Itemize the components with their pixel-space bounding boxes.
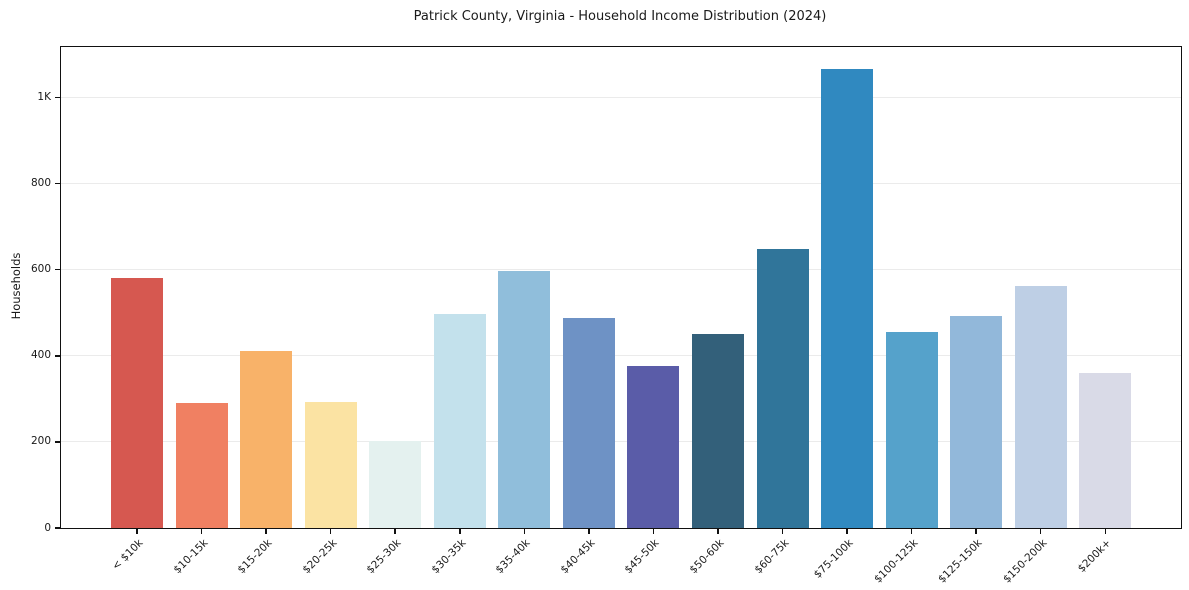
y-tick-label: 600 xyxy=(30,263,51,276)
x-tick xyxy=(459,528,461,534)
x-tick xyxy=(523,528,526,534)
x-tick xyxy=(200,528,203,534)
bar xyxy=(240,350,293,528)
bar xyxy=(885,331,938,528)
gridline xyxy=(61,441,1181,443)
x-tick xyxy=(910,528,913,534)
bar xyxy=(1079,372,1132,528)
gridline xyxy=(61,183,1181,184)
x-tick xyxy=(717,528,719,534)
bar xyxy=(691,333,744,528)
y-tick-label: 1K xyxy=(37,90,51,103)
bar xyxy=(498,270,551,528)
x-tick xyxy=(652,528,655,534)
x-tick xyxy=(136,528,138,534)
bar xyxy=(1014,285,1067,528)
bar xyxy=(175,403,228,528)
x-tick xyxy=(1039,528,1042,534)
bar xyxy=(433,313,486,528)
bar xyxy=(627,365,680,528)
gridline xyxy=(61,269,1181,271)
gridline xyxy=(61,355,1181,357)
x-tick xyxy=(329,528,332,534)
bar xyxy=(111,277,163,528)
y-tick-label: 800 xyxy=(30,177,51,189)
x-tick xyxy=(588,528,590,534)
y-tick xyxy=(55,96,61,99)
x-tick-label: < $10k xyxy=(109,537,146,573)
bar xyxy=(369,441,422,528)
bar xyxy=(304,401,357,528)
x-tick xyxy=(781,528,784,534)
y-tick xyxy=(55,441,61,443)
y-tick xyxy=(55,355,61,357)
gridline xyxy=(61,96,1181,98)
plot-area: 0 200 400 600 800 1K < $10k $10-15k $15-20k $20-2… xyxy=(31,46,1182,586)
x-tick xyxy=(394,528,396,534)
y-tick xyxy=(55,527,61,529)
y-tick xyxy=(55,268,61,271)
bar xyxy=(562,318,615,528)
x-tick xyxy=(975,528,977,534)
bar xyxy=(756,248,809,528)
chart-title: Patrick County, Virginia - Household Inc… xyxy=(413,9,827,24)
y-tick xyxy=(55,182,61,185)
x-tick xyxy=(265,528,267,534)
y-tick-label: 400 xyxy=(30,349,51,362)
bar xyxy=(950,316,1003,528)
x-tick xyxy=(1104,528,1106,534)
x-tick xyxy=(846,528,848,534)
y-tick-label: 200 xyxy=(30,435,51,448)
bar xyxy=(821,68,874,528)
y-tick-label: 0 xyxy=(44,521,51,534)
